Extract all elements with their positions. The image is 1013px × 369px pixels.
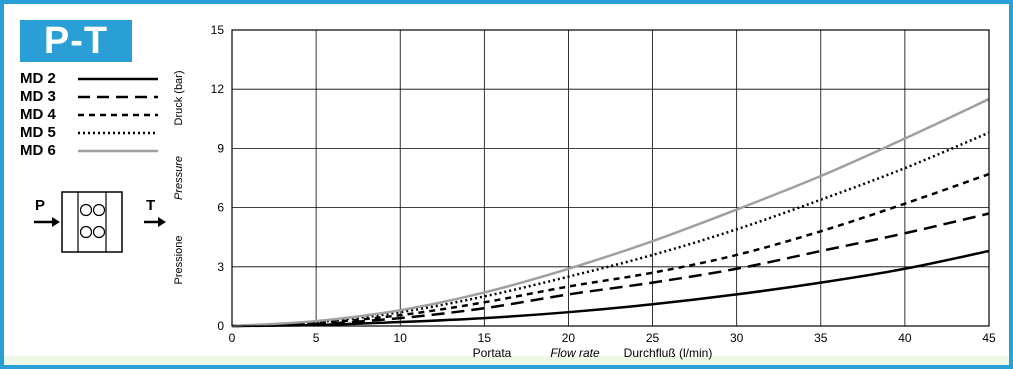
bottom-strip xyxy=(4,356,1009,365)
series-line-md3 xyxy=(231,212,990,328)
series-line-md6 xyxy=(231,97,990,328)
plot-border xyxy=(231,29,990,327)
x-tick-label: 10 xyxy=(394,331,408,345)
series-lines xyxy=(231,97,990,328)
y-tick-label: 0 xyxy=(217,319,224,333)
y-tick-label: 15 xyxy=(211,23,225,37)
series-line-md2 xyxy=(231,249,990,328)
legend-item-md6: MD 6 xyxy=(20,142,160,160)
legend-line-short-dashed xyxy=(78,113,158,117)
title-badge: P-T xyxy=(20,20,132,62)
legend-label: MD 2 xyxy=(20,70,56,87)
y-tick-label: 3 xyxy=(217,260,224,274)
legend-label: MD 3 xyxy=(20,88,56,105)
legend-item-md2: MD 2 xyxy=(20,70,160,88)
x-axis-label-it: Portata xyxy=(473,346,512,360)
arrow-in-head-icon xyxy=(52,217,60,227)
legend-label: MD 6 xyxy=(20,142,56,159)
arrow-out-head-icon xyxy=(158,217,166,227)
legend-label: MD 5 xyxy=(20,124,56,141)
legend-line-solid xyxy=(78,77,158,81)
legend-label: MD 4 xyxy=(20,106,56,123)
valve-body xyxy=(61,191,123,253)
y-axis-label-de: Druck (bar) xyxy=(173,70,185,125)
y-axis-label-it: Pressione xyxy=(173,236,185,285)
port-t-label: T xyxy=(146,197,155,214)
y-axis-label-en: Pressure xyxy=(173,156,185,200)
grid xyxy=(231,29,990,327)
x-tick-label: 30 xyxy=(730,331,744,345)
valve-symbol: P T xyxy=(34,191,166,253)
orifice-icon xyxy=(79,203,93,217)
x-axis-label-de: Durchfluß (l/min) xyxy=(624,346,713,360)
legend-item-md3: MD 3 xyxy=(20,88,160,106)
legend-line-dotted xyxy=(78,131,158,135)
series-line-md5 xyxy=(231,131,990,328)
x-tick-label: 5 xyxy=(313,331,320,345)
pressure-flow-chart: 0 5 10 15 20 25 30 35 40 45 0 3 6 9 12 15 Pressione Pr… xyxy=(173,23,996,360)
legend-line-gray xyxy=(78,149,158,153)
y-tick-labels: 0 3 6 9 12 15 xyxy=(211,23,225,333)
y-tick-label: 12 xyxy=(211,82,225,96)
legend-item-md5: MD 5 xyxy=(20,124,160,142)
x-tick-label: 15 xyxy=(478,331,492,345)
x-axis-label-en: Flow rate xyxy=(550,346,600,360)
port-p-label: P xyxy=(35,197,45,214)
series-line-md4 xyxy=(231,172,990,328)
legend-line-dashed xyxy=(78,95,158,99)
legend-item-md4: MD 4 xyxy=(20,106,160,124)
x-tick-label: 35 xyxy=(814,331,828,345)
x-tick-labels: 0 5 10 15 20 25 30 35 40 45 xyxy=(229,331,996,345)
x-tick-label: 45 xyxy=(982,331,996,345)
x-tick-label: 0 xyxy=(229,331,236,345)
y-tick-label: 6 xyxy=(217,201,224,215)
x-tick-label: 40 xyxy=(898,331,912,345)
orifice-icon xyxy=(92,225,106,239)
y-tick-label: 9 xyxy=(217,141,224,155)
orifice-icon xyxy=(79,225,93,239)
orifice-icon xyxy=(92,203,106,217)
x-tick-label: 25 xyxy=(646,331,660,345)
x-tick-label: 20 xyxy=(562,331,576,345)
